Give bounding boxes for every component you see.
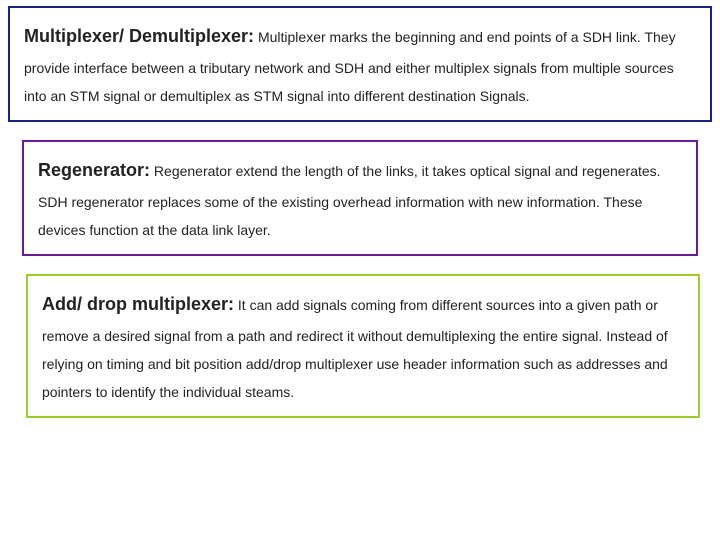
add-drop-title: Add/ drop multiplexer: — [42, 294, 234, 314]
multiplexer-box: Multiplexer/ Demultiplexer: Multiplexer … — [8, 6, 712, 122]
multiplexer-title: Multiplexer/ Demultiplexer: — [24, 26, 254, 46]
add-drop-box: Add/ drop multiplexer: It can add signal… — [26, 274, 700, 418]
regenerator-box: Regenerator: Regenerator extend the leng… — [22, 140, 698, 256]
regenerator-title: Regenerator: — [38, 160, 150, 180]
